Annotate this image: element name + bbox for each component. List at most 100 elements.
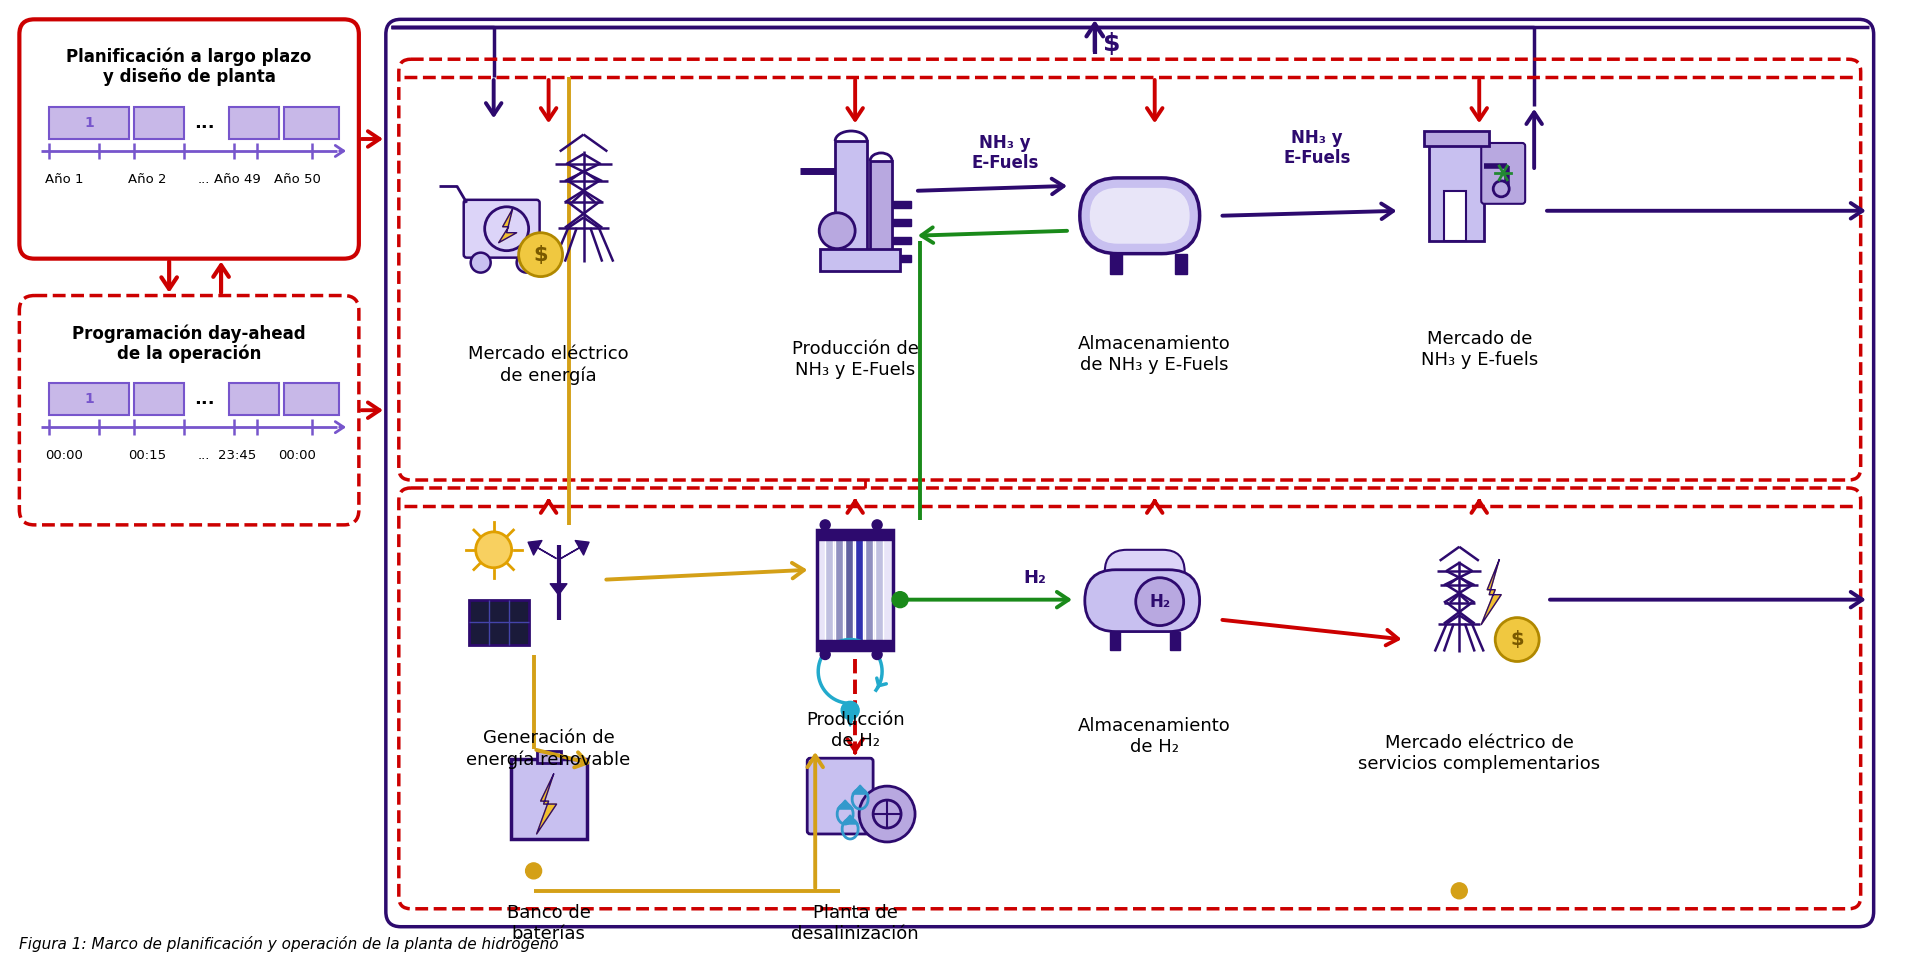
Bar xyxy=(536,751,561,763)
Bar xyxy=(816,639,892,650)
Circle shape xyxy=(820,520,830,530)
Polygon shape xyxy=(837,800,852,809)
FancyBboxPatch shape xyxy=(1089,188,1190,244)
Bar xyxy=(1423,131,1489,146)
Bar xyxy=(1110,631,1119,650)
Text: ...: ... xyxy=(198,173,210,186)
Polygon shape xyxy=(852,785,868,794)
Bar xyxy=(892,219,910,226)
Text: ...: ... xyxy=(198,449,210,462)
Bar xyxy=(284,107,339,139)
FancyBboxPatch shape xyxy=(463,200,540,257)
Circle shape xyxy=(1451,883,1466,898)
FancyBboxPatch shape xyxy=(807,759,873,834)
Text: ...: ... xyxy=(195,390,214,408)
Circle shape xyxy=(858,786,915,842)
FancyBboxPatch shape xyxy=(1085,570,1200,631)
Text: Mercado eléctrico de
servicios complementarios: Mercado eléctrico de servicios complemen… xyxy=(1358,735,1600,773)
FancyBboxPatch shape xyxy=(1104,549,1184,595)
Bar xyxy=(875,538,883,641)
Text: y diseño de planta: y diseño de planta xyxy=(103,68,275,86)
Text: Producción
de H₂: Producción de H₂ xyxy=(805,711,904,750)
Circle shape xyxy=(517,253,536,273)
Polygon shape xyxy=(498,209,517,243)
FancyArrowPatch shape xyxy=(561,541,589,558)
Text: H₂: H₂ xyxy=(1148,593,1169,610)
Text: Generación de
energía renovable: Generación de energía renovable xyxy=(465,730,631,768)
Bar xyxy=(892,201,910,208)
Text: Almacenamiento
de H₂: Almacenamiento de H₂ xyxy=(1077,717,1230,756)
Text: 00:15: 00:15 xyxy=(128,449,166,462)
Bar xyxy=(1428,141,1484,241)
Bar xyxy=(845,538,852,641)
FancyBboxPatch shape xyxy=(19,296,359,524)
Text: Mercado eléctrico
de energía: Mercado eléctrico de energía xyxy=(467,345,629,385)
Text: 00:00: 00:00 xyxy=(46,449,84,462)
Bar xyxy=(835,538,843,641)
FancyArrowPatch shape xyxy=(549,563,566,595)
FancyBboxPatch shape xyxy=(1079,178,1200,254)
Bar xyxy=(835,141,866,251)
Text: NH₃ y
E-Fuels: NH₃ y E-Fuels xyxy=(971,134,1037,173)
Bar xyxy=(1110,254,1121,274)
Bar xyxy=(133,107,185,139)
Bar xyxy=(50,384,130,415)
Circle shape xyxy=(519,232,563,277)
Text: Año 49: Año 49 xyxy=(214,173,259,186)
Polygon shape xyxy=(841,815,858,824)
Text: de la operación: de la operación xyxy=(116,344,261,362)
Bar xyxy=(870,161,892,251)
Circle shape xyxy=(871,650,881,659)
Circle shape xyxy=(471,253,490,273)
FancyArrowPatch shape xyxy=(528,541,557,558)
Bar xyxy=(892,254,910,261)
Text: Planificación a largo plazo: Planificación a largo plazo xyxy=(67,48,311,67)
Text: Producción de
NH₃ y E-Fuels: Producción de NH₃ y E-Fuels xyxy=(791,340,917,379)
Bar xyxy=(469,600,528,645)
Text: Mercado de
NH₃ y E-fuels: Mercado de NH₃ y E-fuels xyxy=(1421,331,1537,369)
Text: Planta de
desalinización: Planta de desalinización xyxy=(791,904,919,943)
Text: $: $ xyxy=(1510,630,1524,649)
Circle shape xyxy=(1135,577,1182,626)
Bar xyxy=(864,538,873,641)
Text: ...: ... xyxy=(195,114,214,132)
Circle shape xyxy=(475,532,511,568)
Bar xyxy=(892,237,910,244)
Bar xyxy=(854,538,862,641)
FancyBboxPatch shape xyxy=(1480,143,1524,203)
Bar xyxy=(816,530,892,540)
Text: Programación day-ahead: Programación day-ahead xyxy=(72,324,305,342)
Bar xyxy=(133,384,185,415)
Circle shape xyxy=(484,207,528,251)
Bar xyxy=(1444,191,1465,241)
Circle shape xyxy=(841,702,858,719)
Circle shape xyxy=(818,213,854,249)
Text: Año 1: Año 1 xyxy=(46,173,84,186)
Text: $: $ xyxy=(1102,32,1119,56)
Circle shape xyxy=(871,520,881,530)
Text: Banco de
baterías: Banco de baterías xyxy=(507,904,591,943)
Bar xyxy=(820,249,900,271)
Text: 1: 1 xyxy=(84,116,93,130)
Bar xyxy=(229,107,278,139)
Bar xyxy=(816,530,892,650)
Text: 23:45: 23:45 xyxy=(217,449,256,462)
Circle shape xyxy=(524,863,542,879)
Text: Figura 1: Marco de planificación y operación de la planta de hidrógeno: Figura 1: Marco de planificación y opera… xyxy=(19,936,559,951)
Text: 00:00: 00:00 xyxy=(278,449,317,462)
Circle shape xyxy=(1495,618,1539,661)
Bar xyxy=(824,538,833,641)
Text: Año 50: Año 50 xyxy=(273,173,320,186)
Polygon shape xyxy=(536,774,557,834)
Bar xyxy=(511,760,585,839)
Circle shape xyxy=(1493,181,1508,197)
Text: Almacenamiento
de NH₃ y E-Fuels: Almacenamiento de NH₃ y E-Fuels xyxy=(1077,335,1230,374)
Circle shape xyxy=(892,592,908,607)
Bar xyxy=(1175,254,1186,274)
Polygon shape xyxy=(1480,560,1501,625)
Circle shape xyxy=(820,650,830,659)
Bar xyxy=(50,107,130,139)
Bar xyxy=(284,384,339,415)
Text: 1: 1 xyxy=(84,392,93,406)
Text: Año 2: Año 2 xyxy=(128,173,166,186)
